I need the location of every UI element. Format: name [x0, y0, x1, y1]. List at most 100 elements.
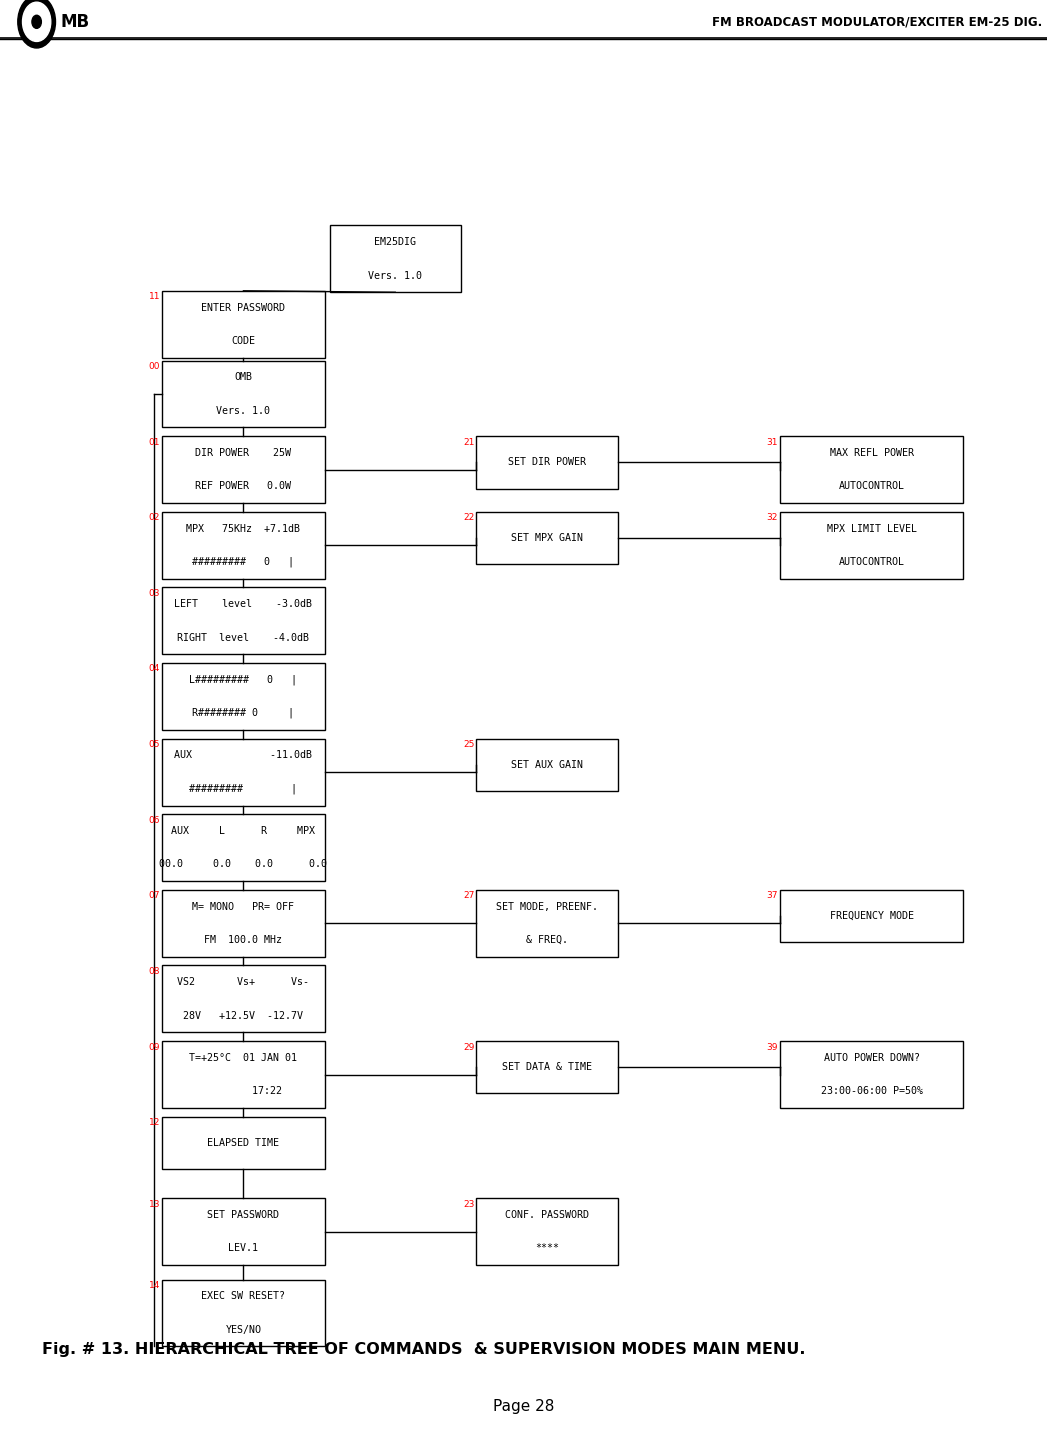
Text: ****: **** [535, 1243, 559, 1253]
Text: 23:00-06:00 P=50%: 23:00-06:00 P=50% [821, 1086, 922, 1096]
Bar [476, 512, 618, 564]
Bar [162, 663, 325, 730]
Bar [162, 436, 325, 503]
Bar [476, 1041, 618, 1093]
Text: AUTOCONTROL: AUTOCONTROL [839, 481, 905, 491]
Text: FM BROADCAST MODULATOR/EXCITER EM-25 DIG.: FM BROADCAST MODULATOR/EXCITER EM-25 DIG… [712, 16, 1042, 28]
Text: 14: 14 [149, 1281, 160, 1290]
Bar [162, 965, 325, 1032]
Text: CONF. PASSWORD: CONF. PASSWORD [505, 1210, 589, 1220]
Text: 04: 04 [149, 664, 160, 673]
Text: Fig. # 13. HIERARCHICAL TREE OF COMMANDS  & SUPERVISION MODES MAIN MENU.: Fig. # 13. HIERARCHICAL TREE OF COMMANDS… [42, 1342, 805, 1357]
Text: AUTO POWER DOWN?: AUTO POWER DOWN? [824, 1053, 919, 1063]
Text: AUX             -11.0dB: AUX -11.0dB [175, 750, 312, 760]
Text: 11: 11 [149, 292, 160, 301]
Text: SET AUX GAIN: SET AUX GAIN [511, 760, 583, 769]
Bar [780, 890, 963, 942]
Text: L#########   0   |: L######### 0 | [190, 675, 297, 685]
Text: M= MONO   PR= OFF: M= MONO PR= OFF [193, 901, 294, 912]
Text: MB: MB [61, 13, 90, 31]
Bar [162, 1117, 325, 1169]
Text: FREQUENCY MODE: FREQUENCY MODE [829, 912, 914, 920]
Text: 17:22: 17:22 [204, 1086, 283, 1096]
Text: OMB: OMB [235, 372, 252, 382]
Bar [162, 1198, 325, 1265]
Text: FM  100.0 MHz: FM 100.0 MHz [204, 935, 283, 945]
Text: 00: 00 [149, 362, 160, 371]
Text: 03: 03 [149, 589, 160, 598]
Text: YES/NO: YES/NO [225, 1325, 262, 1335]
Text: #########   0   |: ######### 0 | [193, 557, 294, 567]
Bar [330, 225, 461, 292]
Circle shape [18, 0, 55, 48]
Bar [162, 739, 325, 806]
Text: 27: 27 [463, 891, 474, 900]
Bar [476, 739, 618, 791]
Text: Vers. 1.0: Vers. 1.0 [369, 270, 422, 281]
Bar [162, 1280, 325, 1346]
Text: 22: 22 [463, 513, 474, 522]
Text: EM25DIG: EM25DIG [374, 237, 417, 247]
Text: 29: 29 [463, 1043, 474, 1051]
Bar [162, 1041, 325, 1108]
Text: DIR POWER    25W: DIR POWER 25W [196, 448, 291, 458]
Text: EXEC SW RESET?: EXEC SW RESET? [201, 1291, 286, 1301]
Text: CODE: CODE [231, 336, 255, 346]
Text: 28V   +12.5V  -12.7V: 28V +12.5V -12.7V [183, 1011, 304, 1021]
Text: 06: 06 [149, 816, 160, 824]
Text: 39: 39 [766, 1043, 778, 1051]
Bar [162, 291, 325, 358]
Text: Vers. 1.0: Vers. 1.0 [217, 406, 270, 416]
Text: 13: 13 [149, 1200, 160, 1208]
Text: 00.0     0.0    0.0      0.0: 00.0 0.0 0.0 0.0 [159, 859, 328, 869]
Bar [476, 890, 618, 957]
Text: 02: 02 [149, 513, 160, 522]
Text: VS2       Vs+      Vs-: VS2 Vs+ Vs- [177, 977, 310, 987]
Bar [476, 436, 618, 489]
Text: 05: 05 [149, 740, 160, 749]
Text: SET MPX GAIN: SET MPX GAIN [511, 534, 583, 542]
Bar [162, 361, 325, 427]
Text: #########        |: ######### | [190, 784, 297, 794]
Bar [780, 436, 963, 503]
Bar [780, 1041, 963, 1108]
Text: SET PASSWORD: SET PASSWORD [207, 1210, 280, 1220]
Text: 21: 21 [463, 438, 474, 446]
Text: LEFT    level    -3.0dB: LEFT level -3.0dB [175, 599, 312, 609]
Text: MAX REFL POWER: MAX REFL POWER [829, 448, 914, 458]
Bar [162, 587, 325, 654]
Text: 23: 23 [463, 1200, 474, 1208]
Text: 32: 32 [766, 513, 778, 522]
Text: R######## 0     |: R######## 0 | [193, 708, 294, 718]
Bar [162, 890, 325, 957]
Text: LEV.1: LEV.1 [228, 1243, 259, 1253]
Text: Page 28: Page 28 [493, 1399, 554, 1413]
Circle shape [23, 3, 50, 41]
Text: 01: 01 [149, 438, 160, 446]
Text: AUTOCONTROL: AUTOCONTROL [839, 557, 905, 567]
Text: MPX   75KHz  +7.1dB: MPX 75KHz +7.1dB [186, 523, 300, 534]
Text: AUX     L      R     MPX: AUX L R MPX [172, 826, 315, 836]
Text: & FREQ.: & FREQ. [526, 935, 569, 945]
Text: 25: 25 [463, 740, 474, 749]
Text: 12: 12 [149, 1118, 160, 1127]
Text: 07: 07 [149, 891, 160, 900]
Text: SET MODE, PREENF.: SET MODE, PREENF. [496, 901, 598, 912]
Circle shape [32, 16, 42, 28]
Bar [780, 512, 963, 579]
Text: 09: 09 [149, 1043, 160, 1051]
Text: ELAPSED TIME: ELAPSED TIME [207, 1138, 280, 1147]
Text: 31: 31 [766, 438, 778, 446]
Text: SET DATA & TIME: SET DATA & TIME [503, 1063, 592, 1072]
Text: ENTER PASSWORD: ENTER PASSWORD [201, 302, 286, 313]
Bar [476, 1198, 618, 1265]
Text: REF POWER   0.0W: REF POWER 0.0W [196, 481, 291, 491]
Text: 08: 08 [149, 967, 160, 976]
Text: T=+25°C  01 JAN 01: T=+25°C 01 JAN 01 [190, 1053, 297, 1063]
Text: 37: 37 [766, 891, 778, 900]
Bar [162, 512, 325, 579]
Bar [162, 814, 325, 881]
Text: SET DIR POWER: SET DIR POWER [508, 458, 586, 467]
Text: RIGHT  level    -4.0dB: RIGHT level -4.0dB [177, 632, 310, 643]
Text: MPX LIMIT LEVEL: MPX LIMIT LEVEL [827, 523, 916, 534]
